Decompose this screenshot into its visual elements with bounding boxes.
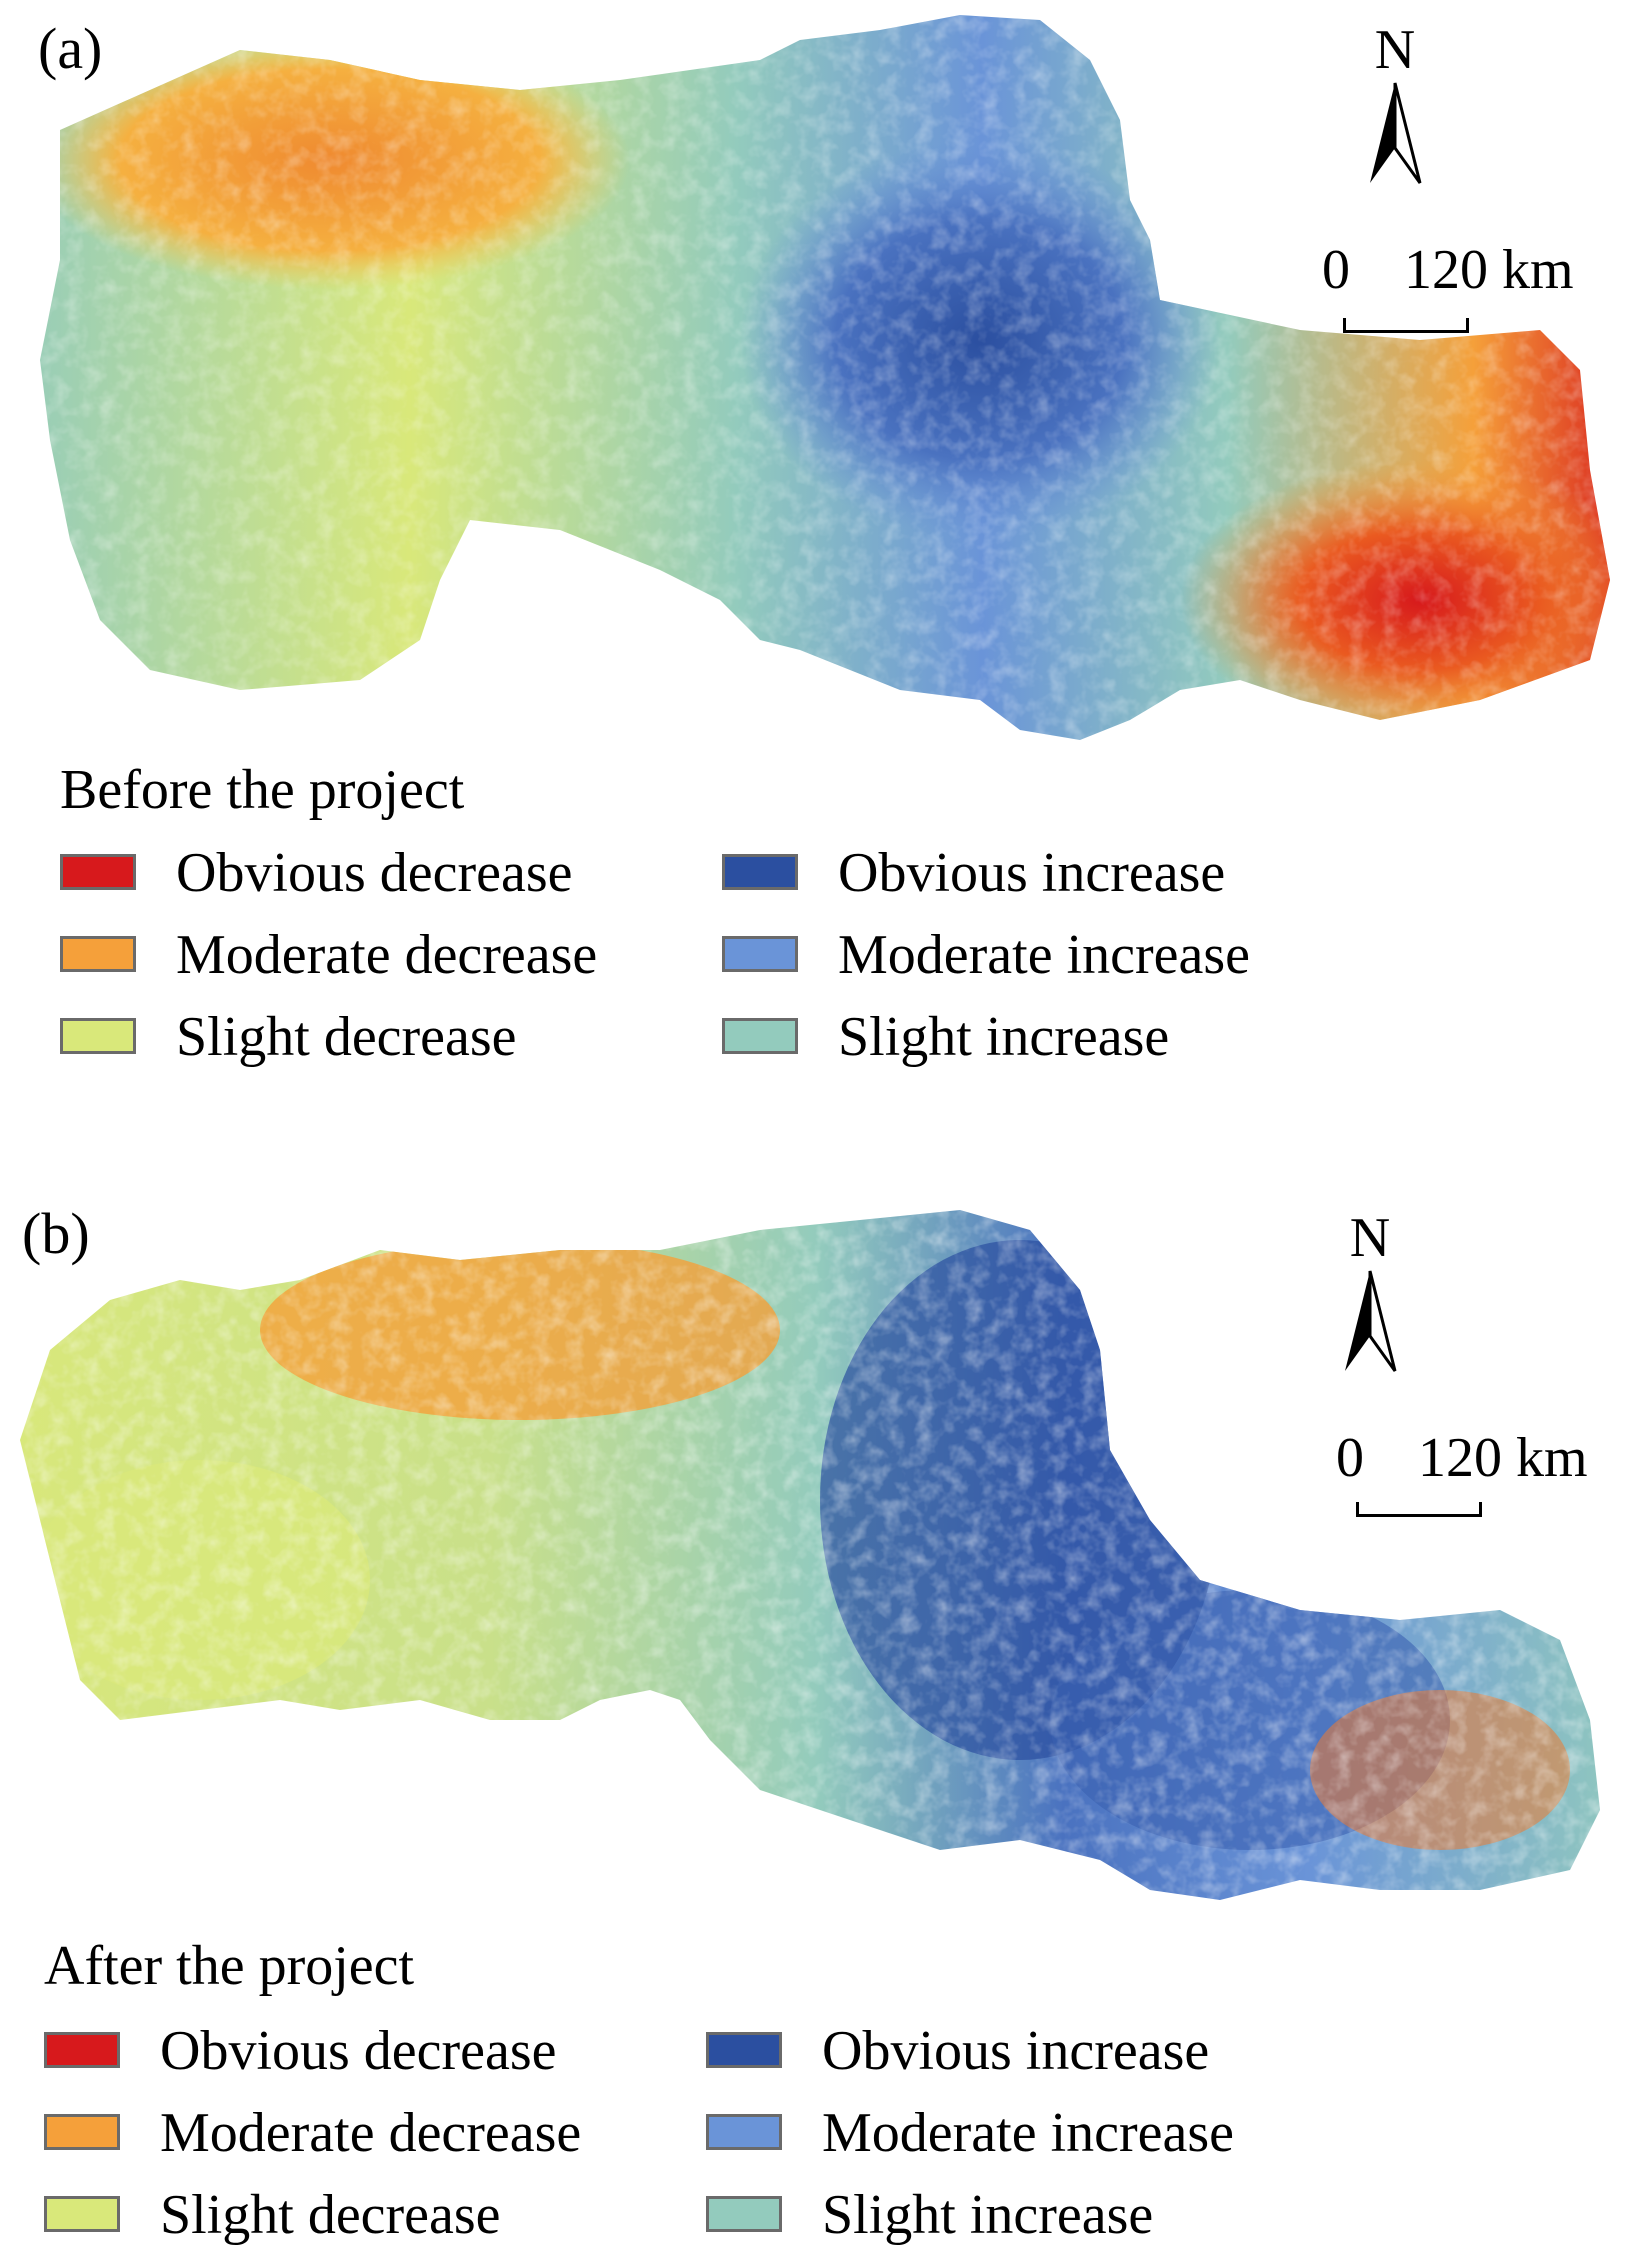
legend-item-obvious-decrease: Obvious decrease [44,2023,557,2079]
legend-item-moderate-increase: Moderate increase [722,927,1250,983]
legend-item-obvious-decrease: Obvious decrease [60,845,573,901]
legend-item-moderate-decrease: Moderate decrease [44,2105,581,2161]
panel-a: (a) N 0 120 km Before the project Obviou… [0,0,1637,1120]
legend-swatch [706,2196,782,2233]
legend-item-slight-increase: Slight increase [722,1009,1169,1065]
legend-swatch [722,1018,798,1055]
legend-item-moderate-increase: Moderate increase [706,2105,1234,2161]
scale-bar: 0 120 km [1322,242,1574,298]
legend-swatch [44,2114,120,2151]
scale-zero: 0 [1336,1427,1364,1489]
legend-item-slight-decrease: Slight decrease [60,1009,517,1065]
scale-line [1343,318,1469,333]
legend-swatch [44,2032,120,2069]
north-arrow-icon [1345,1270,1397,1372]
legend-item-slight-increase: Slight increase [706,2187,1153,2243]
north-arrow: N [1330,1210,1410,1381]
legend-item-slight-decrease: Slight decrease [44,2187,501,2243]
map-before [40,15,1610,740]
legend-swatch [722,936,798,973]
legend-item-moderate-decrease: Moderate decrease [60,927,597,983]
legend-title: After the project [44,1935,415,1997]
scale-distance: 120 km [1418,1427,1588,1489]
north-arrow: N [1355,22,1435,193]
scale-zero: 0 [1322,239,1350,301]
legend-swatch [722,854,798,891]
scale-bar: 0 120 km [1336,1430,1588,1486]
north-arrow-icon [1370,82,1422,184]
legend-swatch [60,1018,136,1055]
panel-label: (a) [38,16,103,81]
panel-label: (b) [22,1201,90,1266]
scale-line [1356,1502,1482,1517]
legend-swatch [60,936,136,973]
legend-swatch [706,2032,782,2069]
legend-swatch [706,2114,782,2151]
map-after [20,1210,1600,1900]
legend-title: Before the project [60,759,465,821]
north-label: N [1374,19,1416,81]
legend-swatch [60,854,136,891]
legend-item-obvious-increase: Obvious increase [706,2023,1209,2079]
north-label: N [1349,1207,1391,1269]
scale-distance: 120 km [1404,239,1574,301]
legend-item-obvious-increase: Obvious increase [722,845,1225,901]
legend-swatch [44,2196,120,2233]
